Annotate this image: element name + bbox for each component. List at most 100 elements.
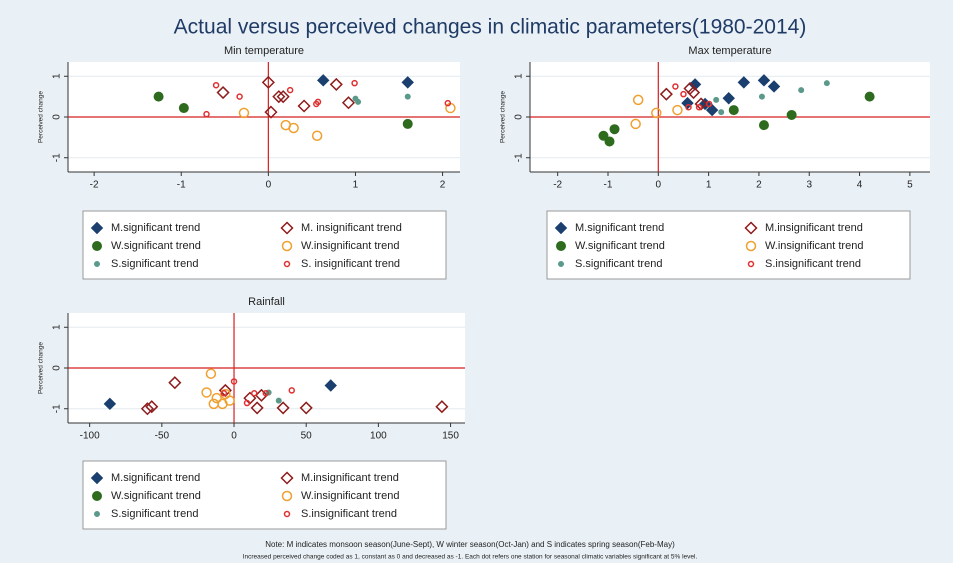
marker-diamond (216, 85, 230, 100)
marker-circle (153, 91, 164, 102)
marker-circle (286, 86, 294, 94)
legend-label: M. insignificant trend (301, 222, 402, 234)
marker-diamond (280, 471, 294, 485)
legend-label: S.significant trend (575, 258, 662, 270)
legend-label: M.significant trend (111, 472, 200, 484)
marker-circle (281, 490, 293, 502)
marker-circle (685, 103, 692, 111)
marker-diamond (324, 379, 337, 392)
marker-circle (250, 390, 258, 397)
y-tick-label: 0 (52, 114, 63, 120)
marker-diamond (554, 221, 568, 235)
x-tick-label: -50 (155, 431, 170, 442)
y-tick-label: -1 (52, 404, 63, 413)
legend-label: W.significant trend (111, 240, 201, 252)
marker-circle (786, 109, 797, 120)
y-tick-label: -1 (514, 153, 525, 162)
marker-diamond (254, 388, 269, 402)
marker-circle (230, 378, 238, 385)
y-tick-label: 1 (514, 73, 525, 79)
marker-circle (281, 240, 293, 252)
marker-diamond (705, 103, 719, 117)
marker-circle (402, 118, 413, 129)
marker-diamond (317, 74, 330, 87)
marker-circle (311, 130, 323, 141)
marker-circle (212, 81, 220, 89)
y-tick-label: 0 (52, 365, 63, 371)
marker-diamond (90, 221, 104, 235)
legend-label: M.insignificant trend (765, 222, 863, 234)
marker-diamond (280, 221, 294, 235)
marker-circle (444, 99, 452, 107)
marker-circle (672, 104, 683, 116)
marker-circle (823, 80, 830, 87)
subplot-title: Min temperature (224, 45, 304, 57)
legend-label: M.insignificant trend (301, 472, 399, 484)
marker-diamond (722, 92, 735, 105)
x-tick-label: -1 (177, 180, 186, 191)
marker-diamond (744, 221, 758, 235)
marker-circle (288, 387, 296, 394)
legend-label: M.significant trend (111, 222, 200, 234)
marker-circle (558, 261, 564, 267)
legend-label: M.significant trend (575, 222, 664, 234)
marker-circle (630, 118, 641, 130)
legend (82, 210, 447, 280)
y-tick-label: 0 (514, 114, 525, 120)
marker-circle (864, 91, 875, 102)
note: Note: M indicates monsoon season(June-Se… (265, 540, 675, 549)
marker-diamond (757, 74, 771, 87)
legend-label: W.significant trend (111, 490, 201, 502)
marker-diamond (686, 85, 701, 100)
x-tick-label: 50 (301, 431, 313, 442)
marker-diamond (276, 401, 290, 415)
marker-circle (313, 100, 320, 108)
marker-circle (632, 94, 644, 106)
marker-circle (236, 93, 243, 100)
marker-circle (680, 90, 687, 98)
figure-title: Actual versus perceived changes in clima… (174, 16, 807, 39)
marker-diamond (272, 90, 286, 104)
marker-diamond (297, 99, 311, 113)
marker-circle (758, 93, 765, 100)
marker-circle (178, 103, 189, 114)
marker-diamond (329, 77, 343, 91)
marker-circle (713, 96, 720, 103)
marker-circle (404, 93, 411, 100)
marker-circle (598, 130, 609, 141)
marker-circle (747, 260, 755, 268)
marker-circle (556, 241, 566, 251)
legend (82, 460, 447, 530)
x-tick-label: 3 (806, 180, 812, 191)
marker-diamond (140, 402, 154, 416)
x-tick-label: 150 (442, 431, 459, 442)
marker-diamond (264, 105, 278, 119)
marker-diamond (261, 75, 275, 89)
marker-circle (283, 510, 291, 518)
legend-label: W.insignificant trend (301, 240, 399, 252)
legend-label: W.significant trend (575, 240, 665, 252)
marker-diamond (103, 397, 117, 411)
note: Increased perceived change coded as 1, c… (243, 554, 698, 561)
marker-diamond (341, 96, 356, 110)
marker-diamond (299, 401, 313, 415)
marker-circle (208, 398, 220, 410)
marker-diamond (683, 81, 697, 96)
x-tick-label: 0 (656, 180, 662, 191)
marker-circle (211, 392, 222, 404)
marker-circle (262, 390, 270, 397)
marker-circle (695, 103, 703, 111)
x-tick-label: 2 (440, 180, 446, 191)
x-tick-label: 100 (370, 431, 387, 442)
x-tick-label: 0 (266, 180, 272, 191)
marker-circle (205, 368, 217, 379)
y-tick-label: -1 (52, 153, 63, 162)
marker-circle (651, 107, 662, 119)
legend-label: W.insignificant trend (765, 240, 863, 252)
marker-circle (203, 110, 210, 118)
x-tick-label: 0 (231, 431, 237, 442)
legend-label: S.significant trend (111, 258, 198, 270)
x-tick-label: -1 (604, 180, 613, 191)
x-tick-label: 5 (907, 180, 913, 191)
